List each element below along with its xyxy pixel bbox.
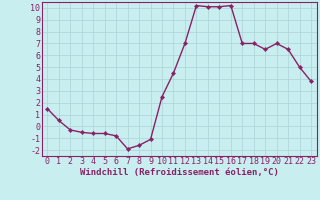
- X-axis label: Windchill (Refroidissement éolien,°C): Windchill (Refroidissement éolien,°C): [80, 168, 279, 177]
